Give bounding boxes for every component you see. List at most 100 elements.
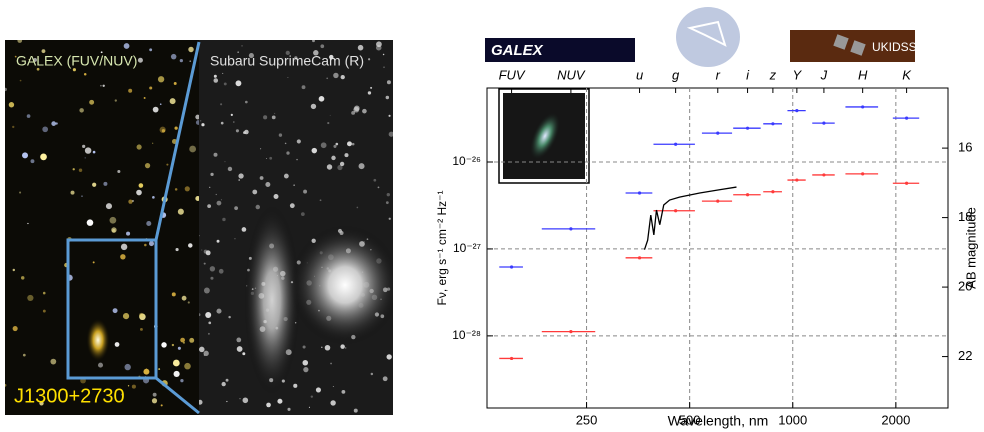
- star: [136, 190, 142, 196]
- star: [312, 39, 315, 42]
- star: [180, 338, 185, 343]
- star: [146, 221, 151, 226]
- star: [330, 363, 332, 365]
- star: [285, 143, 287, 145]
- star: [214, 75, 217, 78]
- star: [184, 363, 191, 370]
- star: [386, 201, 389, 204]
- star: [12, 126, 14, 128]
- band-label: K: [902, 67, 912, 82]
- star: [371, 373, 373, 375]
- star: [303, 367, 308, 372]
- star: [125, 364, 131, 370]
- star: [188, 243, 192, 247]
- star: [174, 371, 180, 377]
- star: [149, 241, 154, 246]
- star: [103, 182, 107, 186]
- star: [266, 403, 271, 408]
- star: [106, 203, 112, 209]
- star: [389, 218, 391, 220]
- star: [217, 201, 222, 206]
- star: [225, 161, 226, 162]
- star: [103, 85, 105, 87]
- star: [311, 395, 313, 397]
- star: [43, 310, 46, 313]
- star: [115, 342, 120, 347]
- star: [368, 91, 371, 94]
- star: [149, 86, 152, 89]
- star: [210, 173, 213, 176]
- star: [333, 386, 334, 387]
- star: [205, 312, 211, 318]
- star: [79, 108, 83, 112]
- y-axis-label: Fν, erg s⁻¹ cm⁻² Hz⁻¹: [435, 191, 449, 306]
- star: [340, 162, 344, 166]
- star: [376, 45, 382, 51]
- star: [216, 194, 217, 195]
- star: [160, 103, 162, 105]
- star: [153, 107, 159, 113]
- star: [221, 122, 224, 125]
- star: [279, 133, 282, 136]
- star: [185, 186, 190, 191]
- star: [4, 88, 7, 91]
- y2-axis-label: AB magnitude: [963, 207, 978, 289]
- star: [274, 194, 279, 199]
- star: [128, 89, 132, 93]
- star: [368, 58, 370, 60]
- star: [13, 269, 15, 271]
- star: [226, 401, 227, 402]
- star: [42, 126, 48, 132]
- star: [222, 73, 223, 74]
- star: [260, 148, 261, 149]
- star: [293, 384, 297, 388]
- star: [79, 169, 82, 172]
- star: [239, 398, 240, 399]
- band-label: NUV: [557, 67, 586, 82]
- star: [387, 80, 391, 84]
- star: [180, 59, 183, 62]
- star: [286, 151, 289, 154]
- star: [189, 60, 191, 62]
- star: [149, 48, 152, 51]
- star: [321, 347, 322, 348]
- star: [266, 158, 267, 159]
- star: [128, 200, 132, 204]
- star: [182, 296, 187, 301]
- ukidss-logo: UKIDSS: [790, 30, 917, 62]
- star: [204, 288, 210, 294]
- star: [73, 168, 75, 170]
- star: [166, 164, 168, 166]
- figure: GALEX (FUV/NUV) Subaru SuprimeCam (R) J1…: [0, 0, 984, 432]
- star: [330, 400, 335, 405]
- star: [238, 179, 240, 181]
- star: [277, 399, 282, 404]
- subaru-image: [198, 39, 400, 415]
- star: [132, 385, 136, 389]
- star: [93, 151, 96, 154]
- star: [325, 345, 331, 351]
- star: [140, 328, 143, 331]
- star: [234, 206, 238, 210]
- star: [204, 351, 209, 356]
- star: [242, 352, 245, 355]
- star: [217, 240, 220, 243]
- x-tick-label: 1000: [778, 412, 807, 427]
- star: [387, 193, 390, 196]
- star: [342, 390, 346, 394]
- star: [386, 96, 389, 99]
- mission-logo: [676, 7, 740, 67]
- star: [139, 183, 144, 188]
- star: [201, 123, 204, 126]
- star: [320, 44, 324, 48]
- band-label: Y: [793, 67, 803, 82]
- star: [189, 338, 194, 343]
- data-point: [510, 265, 513, 268]
- star: [236, 80, 242, 86]
- star: [272, 115, 276, 119]
- star: [233, 121, 234, 122]
- star: [333, 73, 338, 78]
- star: [333, 145, 336, 148]
- star: [378, 186, 380, 188]
- star: [220, 103, 222, 105]
